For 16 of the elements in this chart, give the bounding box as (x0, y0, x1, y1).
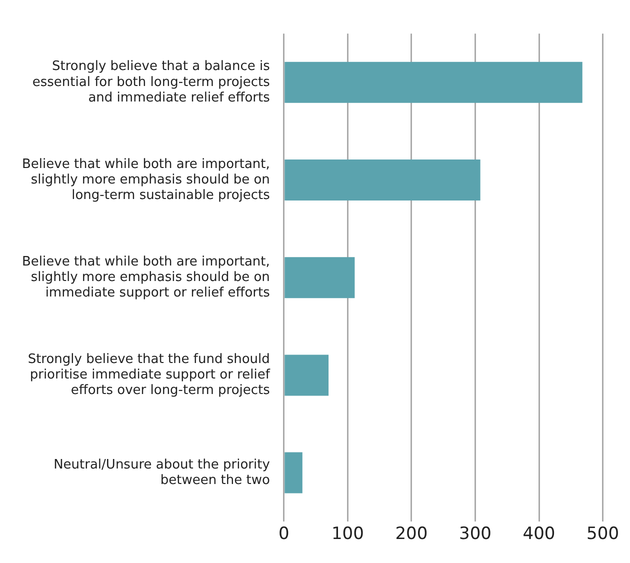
bar (284, 257, 355, 298)
x-tick-label: 300 (459, 524, 492, 544)
bar (284, 452, 302, 494)
y-tick-label: Strongly believe that the fund should prioritise immediate support or relief efforts over long-term projects (28, 352, 270, 398)
bar (284, 354, 329, 396)
x-tick-label: 100 (331, 524, 364, 544)
x-tick-label: 500 (586, 524, 620, 544)
y-tick-label: Neutral/Unsure about the priority between the two (54, 457, 270, 488)
bar (284, 160, 480, 200)
y-tick-label: Believe that while both are important, slightly more emphasis should be on immediate support or relief efforts (22, 254, 270, 301)
y-tick-label: Believe that while both are important, slightly more emphasis should be on long-term sustainable projects (22, 156, 270, 203)
x-tick-label: 400 (522, 524, 556, 544)
x-tick-label: 0 (278, 524, 290, 544)
x-tick-label: 200 (395, 524, 428, 544)
bar (284, 62, 582, 103)
y-tick-label: Strongly believe that a balance is essential for both long-term projects and immediate relief efforts (32, 59, 270, 106)
